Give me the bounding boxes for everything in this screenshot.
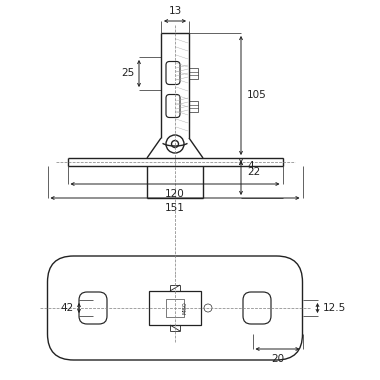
Text: 13: 13 [168, 6, 182, 16]
Bar [189, 68, 198, 79]
Text: 105: 105 [247, 90, 267, 100]
Text: 42: 42 [61, 303, 74, 313]
Text: 25: 25 [121, 68, 134, 79]
Text: 120: 120 [165, 189, 185, 199]
Text: 22: 22 [247, 167, 260, 177]
Text: MISO: MISO [182, 302, 187, 314]
Text: 12.5: 12.5 [323, 303, 346, 313]
Text: 151: 151 [165, 203, 185, 213]
Text: 20: 20 [271, 354, 284, 364]
Bar [189, 100, 198, 111]
Text: 4: 4 [247, 161, 253, 171]
Bar [166, 299, 184, 317]
Bar [149, 291, 201, 325]
